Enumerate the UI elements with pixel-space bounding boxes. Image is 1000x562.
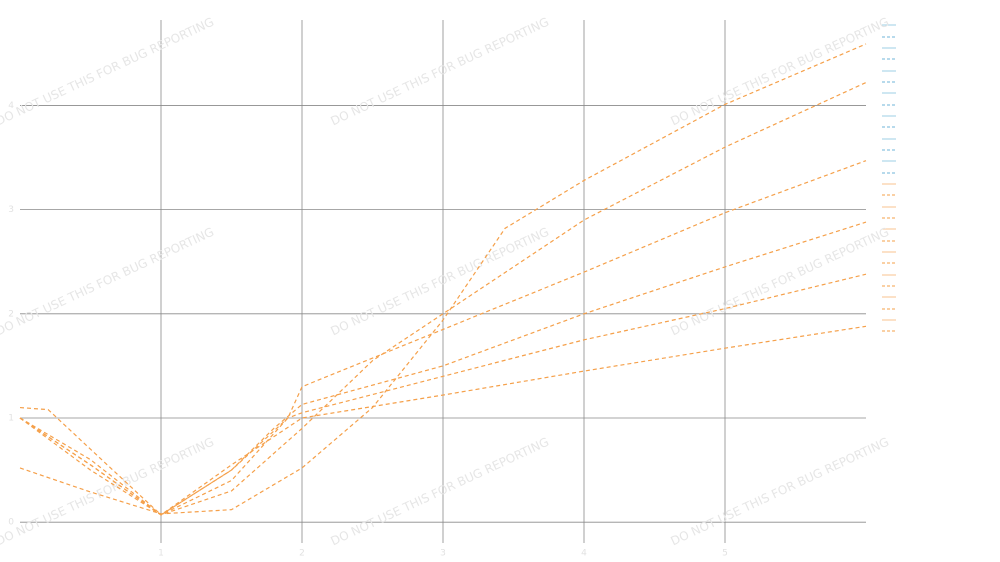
watermark: DO NOT USE THIS FOR BUG REPORTING [669, 225, 892, 339]
watermark: DO NOT USE THIS FOR BUG REPORTING [329, 15, 552, 129]
watermark: DO NOT USE THIS FOR BUG REPORTING [669, 435, 892, 549]
watermark: DO NOT USE THIS FOR BUG REPORTING [669, 15, 892, 129]
watermark: DO NOT USE THIS FOR BUG REPORTING [329, 435, 552, 549]
series-line [19, 273, 867, 516]
x-tick-label: 1 [158, 549, 164, 559]
y-tick-label: 4 [8, 101, 14, 111]
series-line [19, 221, 867, 516]
watermark: DO NOT USE THIS FOR BUG REPORTING [0, 225, 216, 339]
x-tick-label: 4 [581, 549, 587, 559]
x-tick-label: 2 [299, 549, 305, 559]
series-line [19, 325, 867, 516]
y-tick-label: 2 [8, 309, 14, 319]
x-tick-label: 3 [440, 549, 446, 559]
x-tick-label: 5 [722, 549, 728, 559]
watermark: DO NOT USE THIS FOR BUG REPORTING [329, 225, 552, 339]
watermark: DO NOT USE THIS FOR BUG REPORTING [0, 435, 216, 549]
y-tick-label: 0 [8, 518, 14, 528]
y-tick-label: 3 [8, 205, 14, 215]
watermark: DO NOT USE THIS FOR BUG REPORTING [0, 15, 216, 129]
y-tick-label: 1 [8, 413, 14, 423]
legend [882, 24, 896, 332]
series-line [19, 160, 867, 516]
series-line [19, 43, 867, 515]
